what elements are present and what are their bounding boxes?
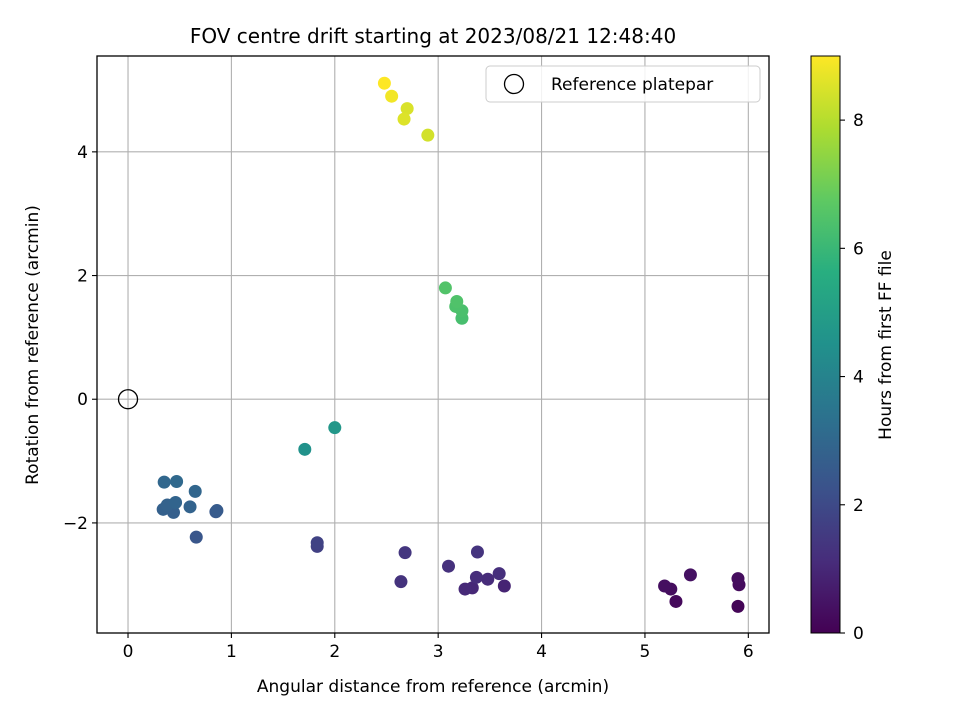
data-point: [189, 530, 203, 544]
legend: Reference platepar: [485, 65, 761, 103]
data-point: [298, 442, 312, 456]
data-point: [400, 102, 414, 116]
data-point: [394, 575, 408, 589]
x-tick-label: 1: [226, 642, 237, 662]
data-point: [470, 545, 484, 559]
data-point: [658, 579, 672, 593]
data-point: [169, 496, 183, 510]
data-point: [170, 474, 184, 488]
data-point: [481, 572, 495, 586]
x-axis-label: Angular distance from reference (arcmin): [257, 677, 609, 697]
y-tick-label: 0: [77, 390, 88, 410]
data-point: [398, 546, 412, 560]
y-axis-label: Rotation from reference (arcmin): [23, 205, 43, 485]
data-point: [438, 281, 452, 295]
colorbar-gradient: [810, 55, 841, 634]
data-point: [492, 567, 506, 581]
data-point: [683, 568, 697, 582]
data-point: [210, 504, 224, 518]
reference-marker: [117, 389, 139, 410]
data-point: [450, 295, 464, 309]
x-tick-label: 5: [640, 642, 651, 662]
colorbar-tick-label: 6: [853, 239, 864, 259]
colorbar-ticks: 0 2 4 6 8: [840, 111, 864, 644]
data-point: [669, 594, 683, 608]
colorbar: 0 2 4 6 8 Hours from first FF file: [810, 55, 896, 644]
y-axis-ticks: −2 0 2 4: [63, 143, 97, 534]
data-point: [157, 475, 171, 489]
data-point: [497, 579, 511, 593]
colorbar-tick-label: 4: [853, 368, 864, 388]
data-point: [731, 599, 745, 613]
data-point: [385, 89, 399, 103]
data-point: [421, 128, 435, 142]
plot-frame: [96, 55, 770, 634]
y-tick-label: 2: [77, 267, 88, 287]
chart-title: FOV centre drift starting at 2023/08/21 …: [190, 24, 676, 48]
x-tick-label: 2: [329, 642, 340, 662]
data-points: [156, 76, 746, 613]
data-point: [377, 76, 391, 90]
data-point: [469, 570, 483, 584]
x-tick-label: 0: [123, 642, 134, 662]
reference-marker-group: [117, 389, 139, 410]
data-point: [310, 536, 324, 550]
colorbar-label: Hours from first FF file: [876, 250, 896, 440]
data-point: [328, 421, 342, 435]
legend-box: [485, 65, 761, 103]
x-tick-label: 6: [743, 642, 754, 662]
data-point: [188, 484, 202, 498]
x-axis-ticks: 0 1 2 3 4 5 6: [123, 633, 754, 662]
data-point: [397, 112, 411, 126]
grid: [97, 56, 769, 633]
data-point: [183, 500, 197, 514]
colorbar-tick-label: 2: [853, 496, 864, 516]
colorbar-tick-label: 8: [853, 111, 864, 131]
colorbar-tick-label: 0: [853, 624, 864, 644]
legend-entry-reference: Reference platepar: [551, 75, 713, 95]
x-tick-label: 3: [433, 642, 444, 662]
x-tick-label: 4: [536, 642, 547, 662]
data-point: [458, 582, 472, 596]
data-point: [731, 572, 745, 586]
data-point: [442, 559, 456, 573]
y-tick-label: −2: [63, 514, 88, 534]
y-tick-label: 4: [77, 143, 88, 163]
legend-reference-marker: [503, 73, 525, 95]
